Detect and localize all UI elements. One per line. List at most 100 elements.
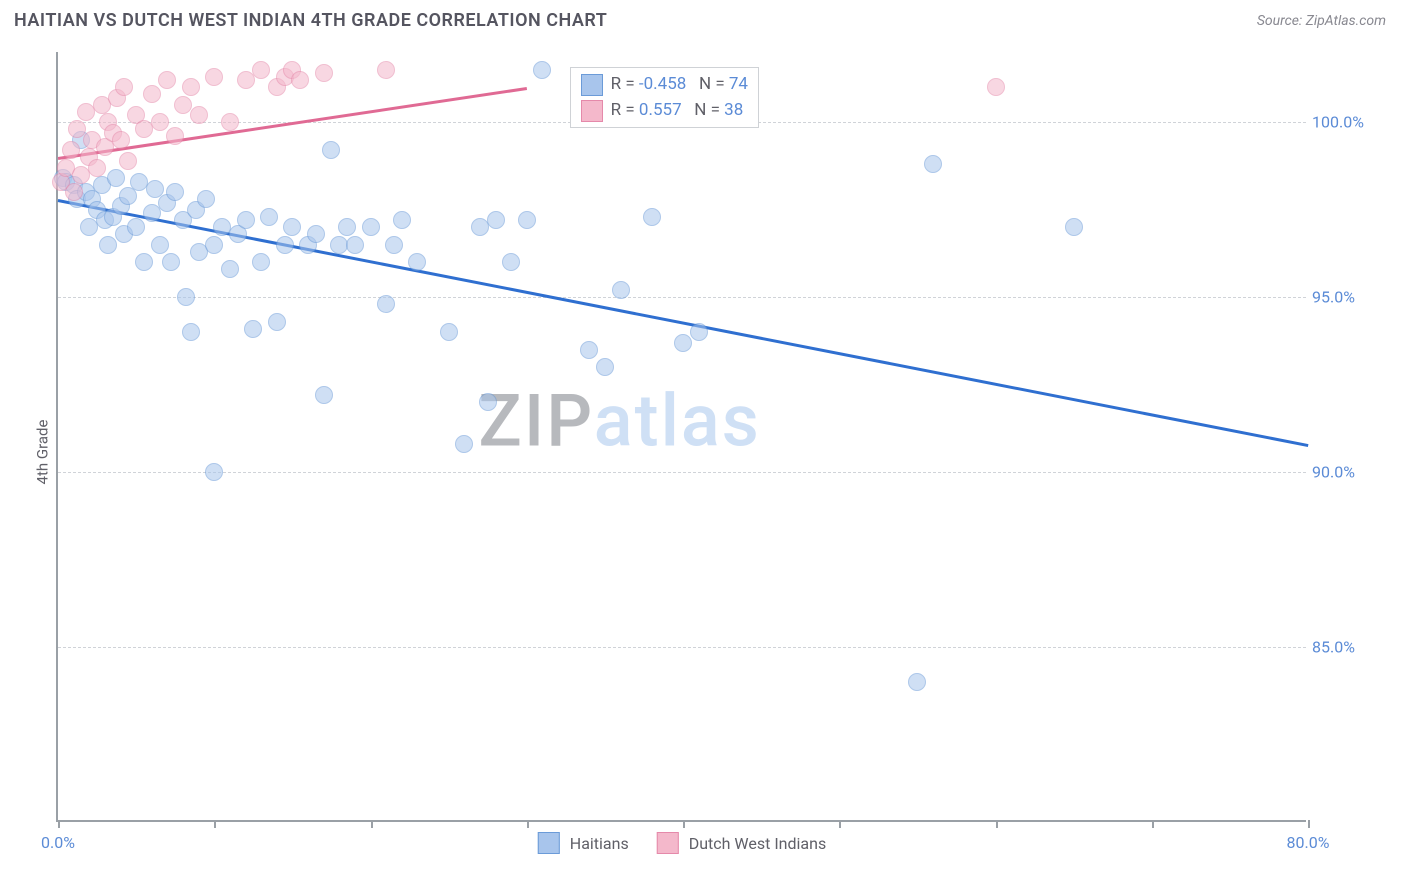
x-tick-label: 0.0%: [41, 833, 75, 852]
data-point: [135, 253, 153, 271]
x-tick: [527, 820, 529, 828]
data-point: [338, 218, 356, 236]
gridline-h: [58, 472, 1306, 473]
data-point: [99, 236, 117, 254]
data-point: [119, 152, 137, 170]
stats-legend-row: R = 0.557 N = 38: [581, 98, 748, 124]
legend-item: Haitians: [538, 832, 629, 854]
gridline-h: [58, 647, 1306, 648]
data-point: [307, 225, 325, 243]
data-point: [143, 85, 161, 103]
data-point: [315, 64, 333, 82]
data-point: [596, 358, 614, 376]
legend-swatch: [581, 100, 603, 122]
trend-line: [58, 87, 527, 159]
data-point: [283, 218, 301, 236]
data-point: [518, 211, 536, 229]
data-point: [127, 218, 145, 236]
y-tick-label: 90.0%: [1312, 463, 1382, 482]
data-point: [260, 208, 278, 226]
data-point: [268, 313, 286, 331]
gridline-h: [58, 297, 1306, 298]
x-tick: [1152, 820, 1154, 828]
data-point: [151, 113, 169, 131]
plot-area: ZIPatlas 85.0%90.0%95.0%100.0%0.0%80.0%R…: [56, 52, 1306, 822]
data-point: [377, 61, 395, 79]
data-point: [580, 341, 598, 359]
data-point: [158, 71, 176, 89]
data-point: [151, 236, 169, 254]
data-point: [362, 218, 380, 236]
data-point: [166, 183, 184, 201]
stats-legend: R = -0.458 N = 74R = 0.557 N = 38: [570, 67, 759, 128]
data-point: [502, 253, 520, 271]
x-tick: [214, 820, 216, 828]
y-tick-label: 85.0%: [1312, 638, 1382, 657]
data-point: [166, 127, 184, 145]
data-point: [252, 253, 270, 271]
x-tick: [683, 820, 685, 828]
data-point: [221, 260, 239, 278]
data-point: [252, 61, 270, 79]
data-point: [88, 159, 106, 177]
legend-item: Dutch West Indians: [657, 832, 827, 854]
data-point: [65, 183, 83, 201]
chart-title: HAITIAN VS DUTCH WEST INDIAN 4TH GRADE C…: [14, 10, 607, 31]
y-tick-label: 95.0%: [1312, 288, 1382, 307]
data-point: [182, 78, 200, 96]
data-point: [205, 463, 223, 481]
x-tick: [58, 820, 60, 828]
stats-text: R = -0.458 N = 74: [611, 72, 748, 98]
data-point: [177, 288, 195, 306]
data-point: [674, 334, 692, 352]
legend-label: Haitians: [570, 834, 629, 853]
data-point: [690, 323, 708, 341]
data-point: [190, 106, 208, 124]
watermark: ZIPatlas: [478, 378, 760, 463]
data-point: [908, 673, 926, 691]
legend-label: Dutch West Indians: [689, 834, 827, 853]
data-point: [346, 236, 364, 254]
data-point: [408, 253, 426, 271]
data-point: [987, 78, 1005, 96]
y-tick-label: 100.0%: [1312, 113, 1382, 132]
data-point: [237, 211, 255, 229]
source-attribution: Source: ZipAtlas.com: [1257, 13, 1386, 29]
data-point: [924, 155, 942, 173]
data-point: [612, 281, 630, 299]
data-point: [315, 386, 333, 404]
data-point: [291, 71, 309, 89]
data-point: [221, 113, 239, 131]
data-point: [244, 320, 262, 338]
data-point: [107, 169, 125, 187]
data-point: [182, 323, 200, 341]
legend-swatch: [581, 74, 603, 96]
data-point: [276, 236, 294, 254]
legend-swatch: [538, 832, 560, 854]
data-point: [1065, 218, 1083, 236]
data-point: [62, 141, 80, 159]
data-point: [197, 190, 215, 208]
data-point: [112, 131, 130, 149]
stats-text: R = 0.557 N = 38: [611, 98, 744, 124]
data-point: [377, 295, 395, 313]
data-point: [393, 211, 411, 229]
x-tick: [839, 820, 841, 828]
data-point: [322, 141, 340, 159]
data-point: [440, 323, 458, 341]
stats-legend-row: R = -0.458 N = 74: [581, 72, 748, 98]
x-tick-label: 80.0%: [1287, 833, 1330, 852]
data-point: [455, 435, 473, 453]
data-point: [205, 236, 223, 254]
data-point: [205, 68, 223, 86]
data-point: [533, 61, 551, 79]
data-point: [115, 78, 133, 96]
data-point: [162, 253, 180, 271]
data-point: [143, 204, 161, 222]
data-point: [237, 71, 255, 89]
data-point: [643, 208, 661, 226]
data-point: [479, 393, 497, 411]
x-tick: [1308, 820, 1310, 828]
chart-header: HAITIAN VS DUTCH WEST INDIAN 4TH GRADE C…: [0, 0, 1406, 37]
chart-container: 4th Grade ZIPatlas 85.0%90.0%95.0%100.0%…: [14, 42, 1392, 862]
